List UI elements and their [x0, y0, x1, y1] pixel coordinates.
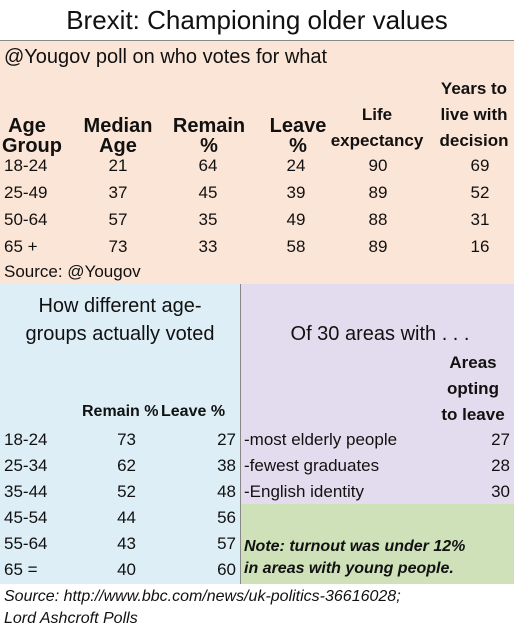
cell-age: 18-24 — [4, 430, 48, 449]
cell-leave: 56 — [217, 508, 236, 527]
area-label: -most elderly people — [244, 430, 398, 449]
cell-leave: 38 — [217, 456, 236, 475]
cell-leave: 49 — [286, 210, 306, 229]
area-value: 27 — [491, 430, 510, 449]
turnout-note: Note: turnout was under 12% in areas wit… — [244, 538, 466, 577]
header-areas-opting: Areas opting to leave — [441, 353, 505, 424]
header-actual-remain: Remain % — [82, 403, 158, 420]
cell-leave: 60 — [217, 560, 236, 579]
header-age-group: Age Group — [2, 115, 62, 157]
poll-source: Source: @Yougov — [4, 262, 141, 281]
poll-panel — [0, 40, 514, 286]
cell-remain: 52 — [117, 482, 136, 501]
footer-source: Source: http://www.bbc.com/news/uk-polit… — [4, 588, 401, 627]
poll-caption: @Yougov poll on who votes for what — [4, 46, 328, 68]
cell-life: 88 — [368, 210, 388, 229]
header-leave: Leave % — [269, 115, 327, 157]
cell-median: 73 — [108, 237, 128, 256]
header-median-age: Median Age — [83, 115, 153, 157]
actual-vote-title: How different age- groups actually voted — [25, 295, 215, 345]
cell-leave: 48 — [217, 482, 236, 501]
area-value: 28 — [491, 456, 510, 475]
cell-age: 65 + — [4, 237, 38, 256]
cell-remain: 45 — [198, 183, 218, 202]
areas-panel — [241, 284, 514, 504]
header-life-expectancy: Life expectancy — [330, 105, 424, 150]
cell-age: 45-54 — [4, 508, 48, 527]
cell-remain: 44 — [117, 508, 136, 527]
cell-median: 57 — [108, 210, 128, 229]
cell-age: 35-44 — [4, 482, 48, 501]
areas-title: Of 30 areas with . . . — [290, 323, 470, 345]
cell-leave: 24 — [286, 156, 306, 175]
cell-years: 69 — [470, 156, 490, 175]
cell-age: 55-64 — [4, 534, 48, 553]
page-title: Brexit: Championing older values — [66, 5, 448, 35]
cell-remain: 33 — [198, 237, 218, 256]
cell-remain: 64 — [198, 156, 218, 175]
area-label: -English identity — [244, 482, 365, 501]
cell-leave: 58 — [286, 237, 306, 256]
cell-age: 50-64 — [4, 210, 48, 229]
cell-age: 25-49 — [4, 183, 48, 202]
cell-leave: 57 — [217, 534, 236, 553]
actual-vote-panel — [0, 284, 241, 584]
cell-remain: 73 — [117, 430, 136, 449]
header-actual-leave: Leave % — [161, 403, 226, 420]
cell-remain: 62 — [117, 456, 136, 475]
header-remain: Remain % — [172, 115, 246, 157]
note-panel — [241, 504, 514, 584]
cell-leave: 39 — [286, 183, 306, 202]
area-label: -fewest graduates — [244, 456, 380, 475]
table-row: 18-24 — [4, 156, 48, 175]
cell-leave: 27 — [217, 430, 236, 449]
cell-age: 25-34 — [4, 456, 48, 475]
cell-life: 90 — [368, 156, 388, 175]
cell-life: 89 — [368, 237, 388, 256]
cell-median: 37 — [108, 183, 128, 202]
header-years-to-live: Years to live with decision — [439, 79, 509, 150]
cell-years: 16 — [470, 237, 490, 256]
cell-median: 21 — [108, 156, 128, 175]
cell-years: 31 — [470, 210, 490, 229]
cell-age: 65 = — [4, 560, 38, 579]
cell-remain: 40 — [117, 560, 136, 579]
cell-years: 52 — [470, 183, 490, 202]
cell-remain: 43 — [117, 534, 136, 553]
cell-life: 89 — [368, 183, 388, 202]
cell-remain: 35 — [198, 210, 218, 229]
area-value: 30 — [491, 482, 510, 501]
